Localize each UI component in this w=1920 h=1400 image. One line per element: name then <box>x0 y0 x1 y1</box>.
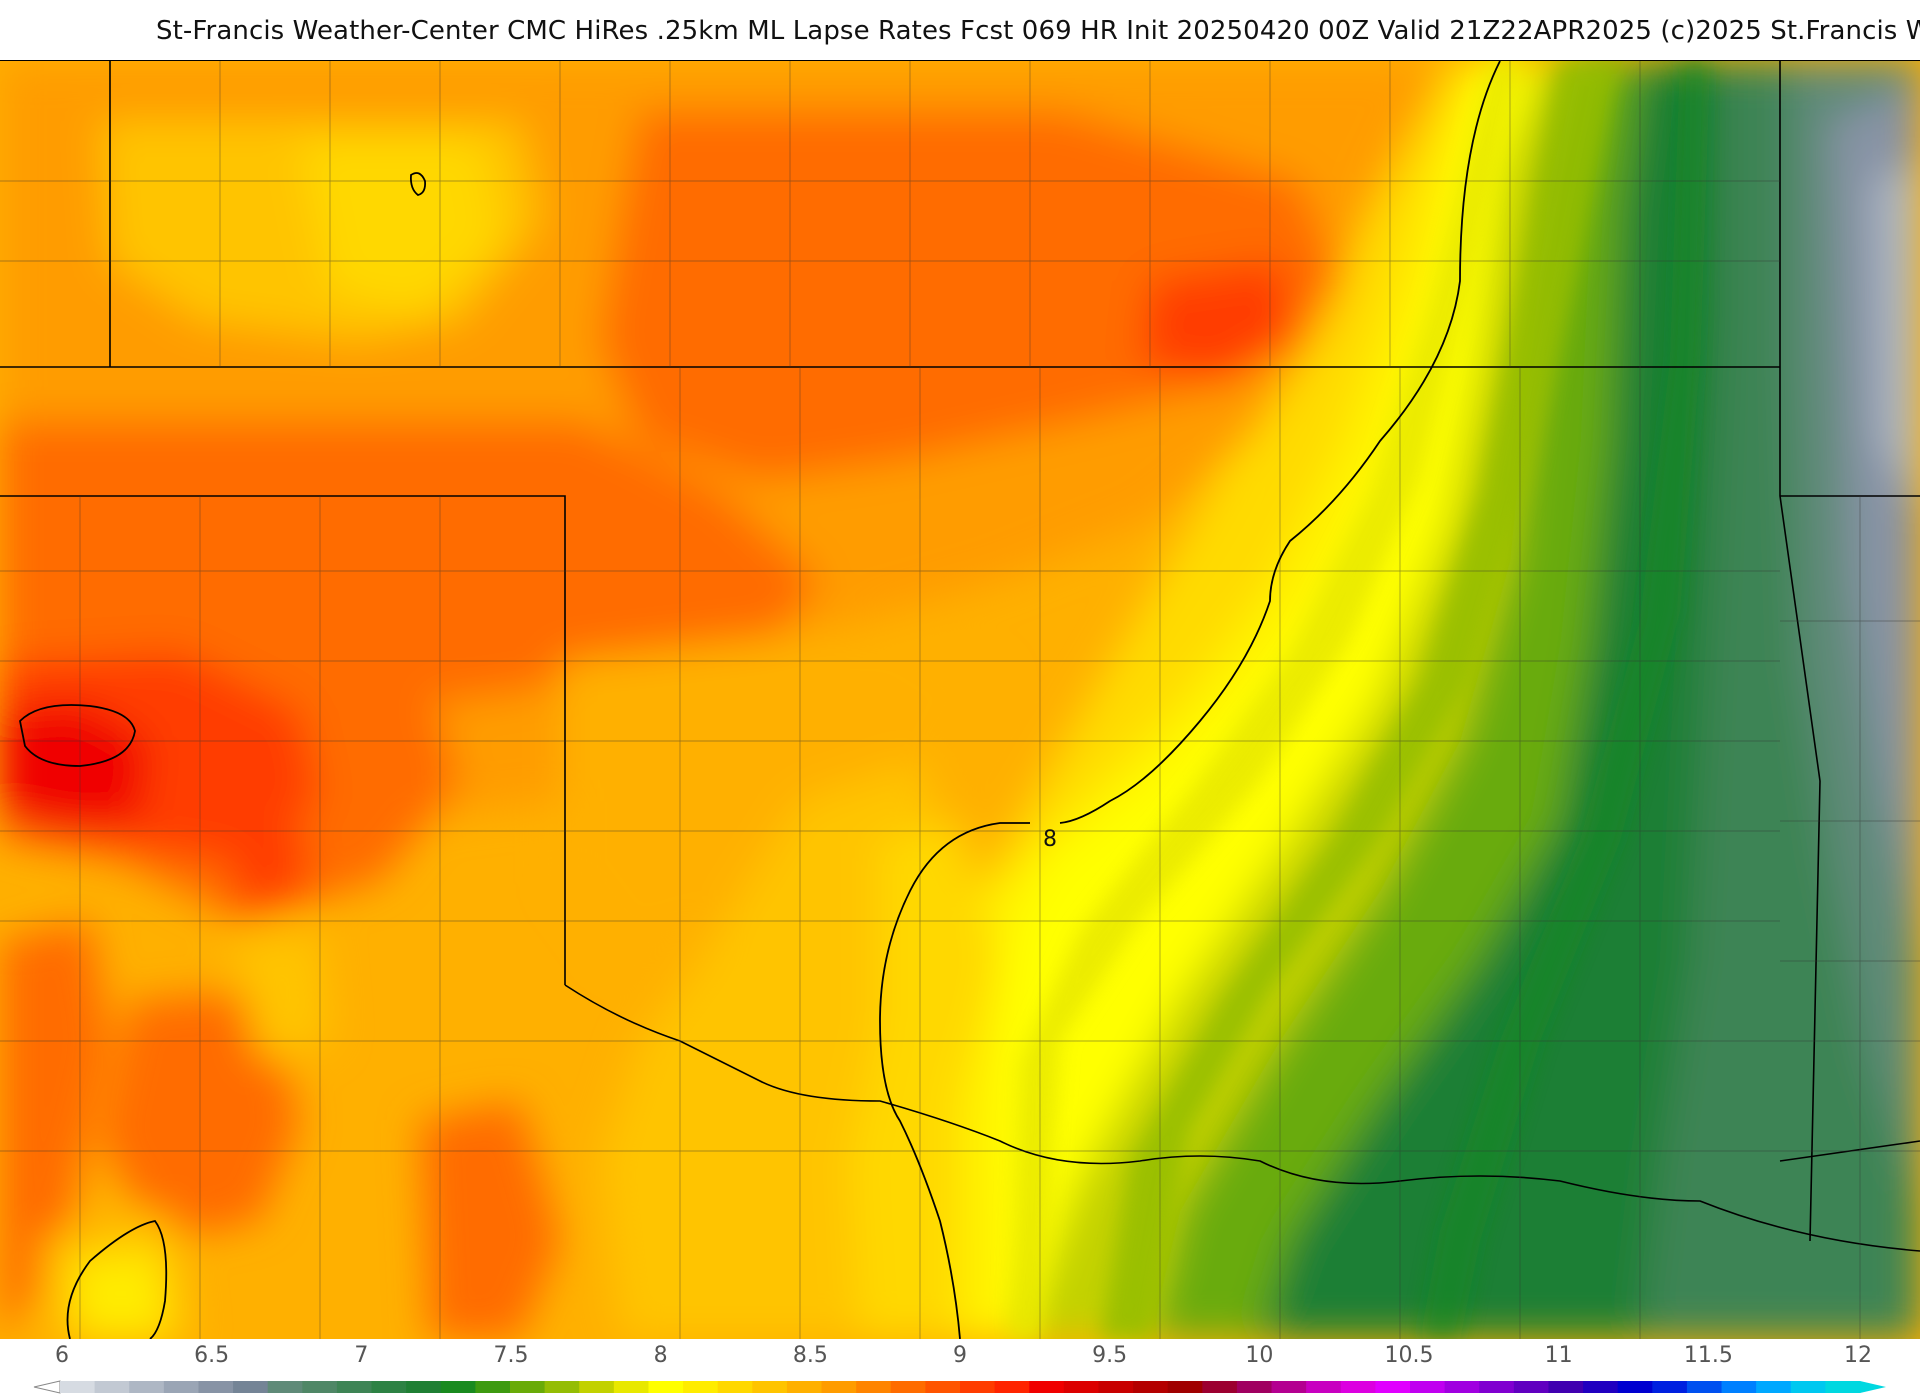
lapse-rate-shading <box>0 61 1920 1339</box>
legend-tick-label: 7 <box>354 1343 369 1368</box>
legend-swatch <box>1444 1381 1480 1393</box>
map-canvas[interactable]: 8 <box>0 61 1920 1339</box>
legend: 6 6.5 7 7.5 8 8.5 9 9.5 10 10.5 11 11.5 12 <box>0 1339 1920 1400</box>
legend-swatch <box>336 1381 373 1393</box>
legend-swatch <box>1063 1381 1099 1393</box>
legend-swatch <box>129 1381 165 1393</box>
legend-swatch <box>683 1381 719 1393</box>
legend-tick-label: 8.5 <box>792 1343 828 1368</box>
legend-swatch <box>163 1381 199 1393</box>
lapse-rate-detail <box>1010 61 1710 1339</box>
legend-swatch <box>406 1381 442 1393</box>
legend-arrow-low <box>33 1380 61 1394</box>
legend-swatch <box>544 1381 580 1393</box>
legend-swatch <box>440 1381 476 1393</box>
legend-swatch <box>1098 1381 1134 1393</box>
legend-swatch <box>1271 1381 1307 1393</box>
legend-swatch <box>1756 1381 1792 1393</box>
legend-swatch <box>613 1381 649 1393</box>
legend-swatch <box>1029 1381 1065 1393</box>
legend-swatch <box>821 1381 857 1393</box>
county-lines <box>0 61 1920 1339</box>
contour-label: 8 <box>1043 827 1057 852</box>
legend-swatch <box>994 1381 1030 1393</box>
legend-tick-label: 7.5 <box>493 1343 529 1368</box>
legend-swatch <box>233 1381 269 1393</box>
map-title: St-Francis Weather-Center CMC HiRes .25k… <box>156 16 1920 46</box>
legend-swatch <box>1721 1381 1757 1393</box>
legend-swatch <box>198 1381 234 1393</box>
legend-arrow-high <box>1860 1381 1886 1393</box>
legend-swatch <box>856 1381 892 1393</box>
legend-swatch <box>648 1381 684 1393</box>
legend-swatch <box>1410 1381 1446 1393</box>
legend-swatch <box>1202 1381 1238 1393</box>
legend-swatch <box>1306 1381 1342 1393</box>
contour-8 <box>19 61 1501 1339</box>
legend-tick-label: 9.5 <box>1092 1343 1128 1368</box>
legend-tick-label: 10 <box>1245 1343 1274 1368</box>
legend-swatch <box>94 1381 130 1393</box>
legend-swatch <box>890 1381 926 1393</box>
legend-swatch <box>1825 1381 1861 1393</box>
legend-swatch <box>925 1381 961 1393</box>
legend-tick-label: 12 <box>1844 1343 1872 1368</box>
legend-swatch <box>1583 1381 1619 1393</box>
legend-swatch <box>1133 1381 1169 1393</box>
legend-swatch <box>267 1381 303 1393</box>
map-panel[interactable]: 8 <box>0 60 1920 1340</box>
legend-swatch <box>371 1381 407 1393</box>
legend-swatch <box>1652 1381 1688 1393</box>
legend-swatch <box>1236 1381 1273 1393</box>
legend-tick-label: 9 <box>953 1343 967 1368</box>
legend-swatch <box>752 1381 788 1393</box>
legend-swatch <box>1479 1381 1515 1393</box>
title-bar: St-Francis Weather-Center CMC HiRes .25k… <box>0 0 1920 60</box>
legend-swatch <box>786 1381 823 1393</box>
legend-swatch <box>302 1381 338 1393</box>
legend-swatch <box>960 1381 996 1393</box>
state-borders <box>0 61 1920 1252</box>
legend-swatch <box>1513 1381 1549 1393</box>
legend-swatch <box>1548 1381 1584 1393</box>
legend-tick-label: 11 <box>1544 1343 1573 1368</box>
legend-swatch <box>1167 1381 1203 1393</box>
legend-swatch <box>1340 1381 1376 1393</box>
legend-swatch <box>1790 1381 1826 1393</box>
legend-tick-label: 10.5 <box>1384 1343 1434 1368</box>
legend-swatch <box>1375 1381 1411 1393</box>
legend-swatch <box>1686 1381 1723 1393</box>
legend-tick-label: 8 <box>653 1343 668 1368</box>
legend-swatch <box>717 1381 753 1393</box>
legend-swatch <box>475 1381 511 1393</box>
legend-tick-label: 11.5 <box>1683 1343 1733 1368</box>
legend-colorbar <box>33 1380 1886 1394</box>
legend-tick-label: 6.5 <box>194 1343 230 1368</box>
legend-swatch <box>60 1381 96 1393</box>
legend-swatch <box>510 1381 546 1393</box>
legend-tick-label: 6 <box>55 1343 69 1368</box>
legend-swatch <box>579 1381 615 1393</box>
legend-swatch <box>1617 1381 1653 1393</box>
